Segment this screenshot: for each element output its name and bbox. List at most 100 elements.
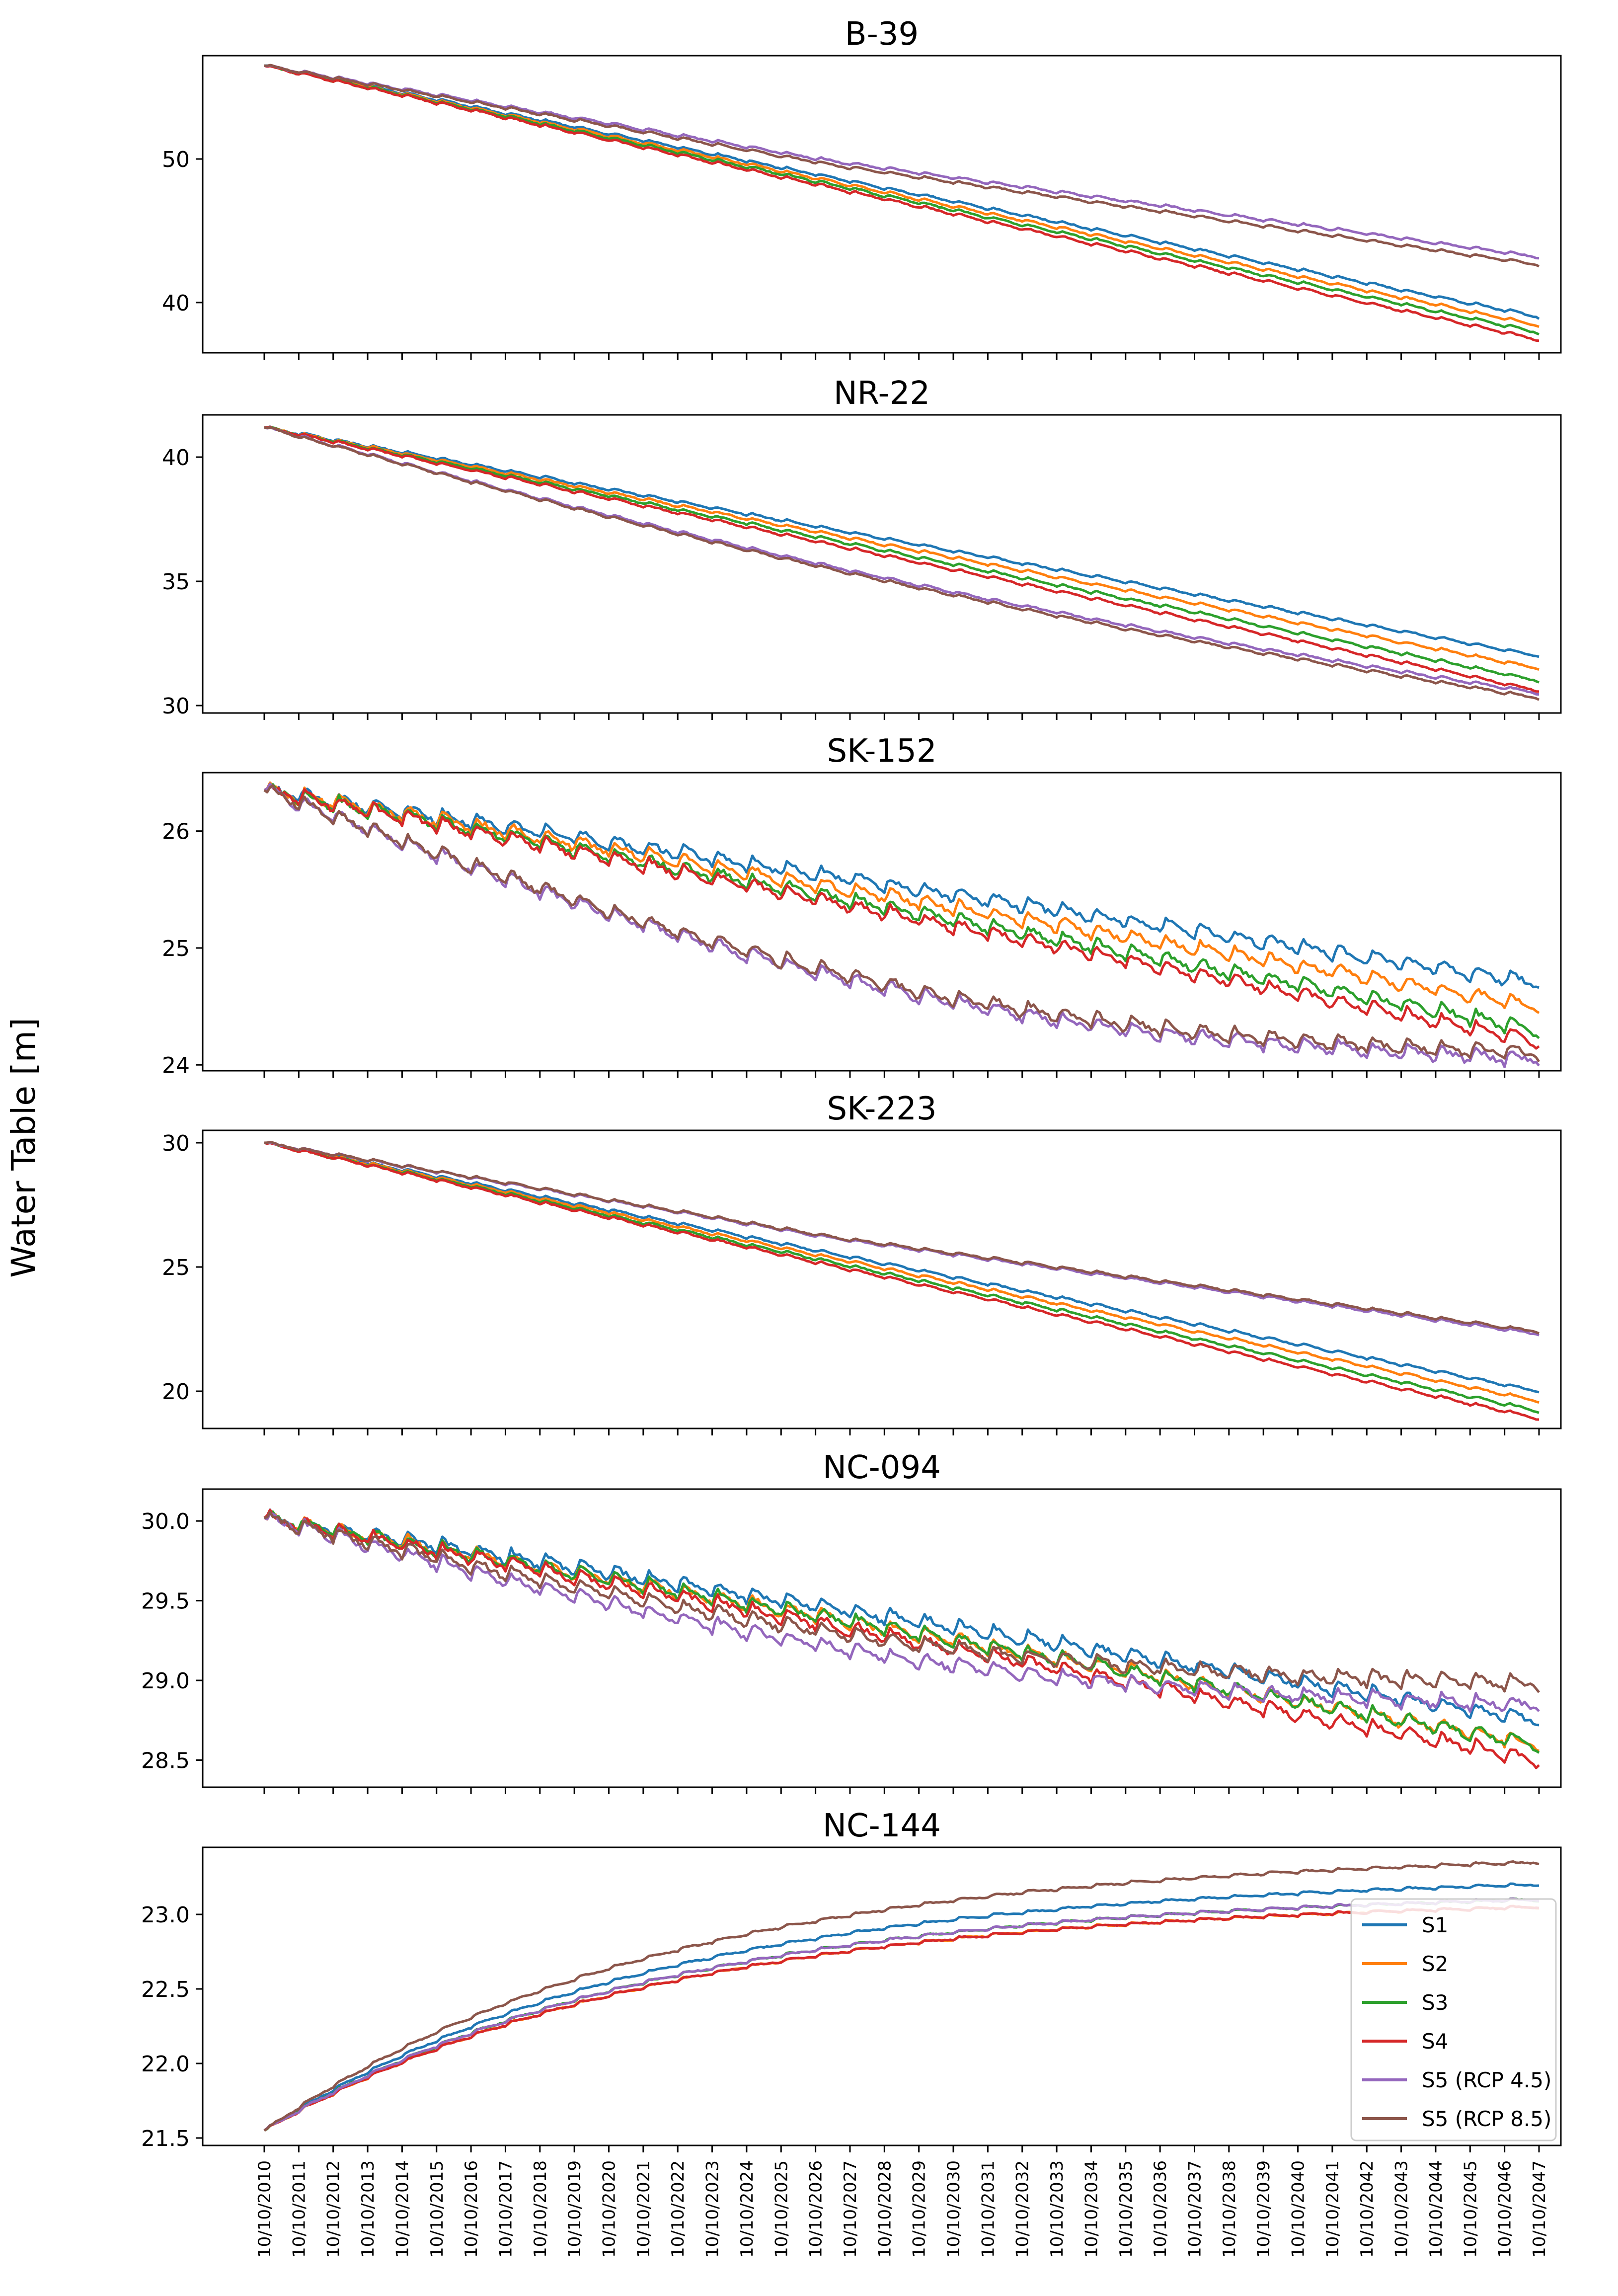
x-tick-label: 10/10/2041 [1323,2160,1343,2258]
series-line-s3 [264,1510,1540,1754]
series-line-s5-rcp-8-5- [264,64,1540,268]
legend-label: S5 (RCP 8.5) [1422,2107,1551,2131]
x-tick-label: 10/10/2034 [1081,2160,1101,2258]
plot-frame [202,55,1562,354]
series-line-s1 [264,425,1540,658]
x-tick-label: 10/10/2028 [875,2160,895,2258]
panel-title: B-39 [845,16,919,53]
series-line-s1 [264,64,1540,320]
y-tick-label: 40 [162,291,190,316]
x-tick-label: 10/10/2036 [1151,2160,1170,2258]
y-tick-label: 40 [162,445,190,471]
x-tick-label: 10/10/2044 [1426,2160,1446,2258]
legend-box [1350,1898,1557,2141]
x-tick-label: 10/10/2030 [944,2160,964,2258]
series-line-s5-rcp-4-5- [263,1897,1540,2132]
panel-title: NC-094 [823,1449,941,1486]
legend: S1 S2 S3 S4 S5 (RCP 4.5) S5 (RCP 8.5) [1350,1898,1557,2141]
y-tick-label: 35 [162,569,190,595]
panels: B-39 40 50 NR-22 30 35 40 SK-152 24 25 26 SK-223 20 2… [141,16,1562,2152]
series-line-s2 [264,426,1540,671]
x-tick-label: 10/10/2040 [1289,2160,1309,2258]
panel-b-39: B-39 40 50 [162,16,1562,360]
series-line-s2 [264,1141,1540,1404]
x-tick-label: 10/10/2020 [600,2160,619,2258]
series-line-s5-rcp-4-5- [263,1512,1540,1713]
series-line-s4 [264,783,1540,1050]
y-tick-label: 22.5 [141,1977,190,2002]
x-tick-label: 10/10/2037 [1185,2160,1205,2258]
x-tick-label: 10/10/2013 [358,2160,378,2258]
plot-frame [202,1846,1562,2146]
x-tick-label: 10/10/2014 [392,2160,412,2258]
series-line-s4 [263,1904,1540,2132]
x-tick-labels: 10/10/2010 10/10/2011 10/10/2012 10/10/2013… [255,2160,1549,2258]
y-tick-label: 50 [162,147,190,172]
panel-sk-152: SK-152 24 25 26 [162,733,1562,1078]
x-tick-label: 10/10/2031 [978,2160,998,2258]
y-tick-label: 29.0 [141,1668,190,1694]
legend-label: S2 [1422,1952,1448,1976]
series-line-s2 [263,781,1540,1014]
series-line-s5-rcp-8-5- [264,426,1540,701]
x-tick-label: 10/10/2042 [1357,2160,1377,2258]
series-line-s5-rcp-8-5- [263,784,1541,1063]
series-line-s2 [264,64,1540,328]
plot-frame [202,414,1562,714]
x-tick-label: 10/10/2019 [565,2160,585,2258]
plot-frame [202,1488,1562,1788]
series-group [264,64,1540,342]
x-tick-label: 10/10/2021 [634,2160,654,2258]
series-line-s4 [264,64,1540,342]
plot-frame [202,772,1562,1072]
x-tick-label: 10/10/2016 [462,2160,481,2258]
y-tick-label: 30 [162,1131,190,1156]
legend-label: S1 [1422,1913,1448,1937]
y-tick-label: 30 [162,694,190,719]
x-tick-label: 10/10/2027 [841,2160,860,2258]
series-line-s1 [264,783,1540,989]
legend-label: S5 (RCP 4.5) [1422,2068,1551,2092]
y-tick-label: 28.5 [141,1748,190,1773]
x-tick-label: 10/10/2011 [289,2160,309,2258]
series-line-s5-rcp-8-5- [263,1860,1540,2132]
x-tick-label: 10/10/2047 [1530,2160,1549,2258]
series-line-s1 [264,1141,1540,1394]
panel-title: SK-152 [827,733,936,770]
x-tick-label: 10/10/2012 [324,2160,344,2258]
series-line-s3 [264,426,1540,684]
y-tick-label: 25 [162,936,190,961]
x-tick-label: 10/10/2043 [1392,2160,1412,2258]
series-group [263,1508,1540,1769]
y-axis-label: Water Table [m] [4,1018,43,1278]
series-line-s4 [264,425,1540,693]
panel-nc-144: NC-144 21.5 22.0 22.5 23.0 [141,1808,1562,2152]
series-group [263,781,1541,1068]
series-line-s1 [263,1882,1540,2132]
x-tick-label: 10/10/2022 [668,2160,688,2258]
y-tick-label: 21.5 [141,2126,190,2151]
series-line-s5-rcp-4-5- [263,782,1540,1068]
series-line-s3 [264,1141,1540,1414]
x-tick-label: 10/10/2025 [771,2160,791,2258]
x-tick-label: 10/10/2033 [1047,2160,1067,2258]
series-group [264,425,1540,701]
y-tick-label: 23.0 [141,1902,190,1928]
x-tick-label: 10/10/2026 [806,2160,826,2258]
y-tick-label: 20 [162,1379,190,1405]
y-tick-label: 24 [162,1053,190,1078]
x-tick-label: 10/10/2018 [531,2160,550,2258]
series-line-s5-rcp-8-5- [264,1510,1540,1693]
x-tick-label: 10/10/2032 [1013,2160,1033,2258]
series-group [263,1860,1540,2132]
plot-frame [202,1129,1562,1429]
y-tick-label: 29.5 [141,1589,190,1614]
x-tick-label: 10/10/2045 [1461,2160,1480,2258]
x-tick-label: 10/10/2015 [427,2160,447,2258]
series-line-s4 [264,1141,1540,1421]
series-line-s3 [263,1897,1540,2132]
x-tick-label: 10/10/2046 [1495,2160,1515,2258]
legend-label: S3 [1422,1990,1448,2015]
panel-sk-223: SK-223 20 25 30 [162,1091,1562,1435]
